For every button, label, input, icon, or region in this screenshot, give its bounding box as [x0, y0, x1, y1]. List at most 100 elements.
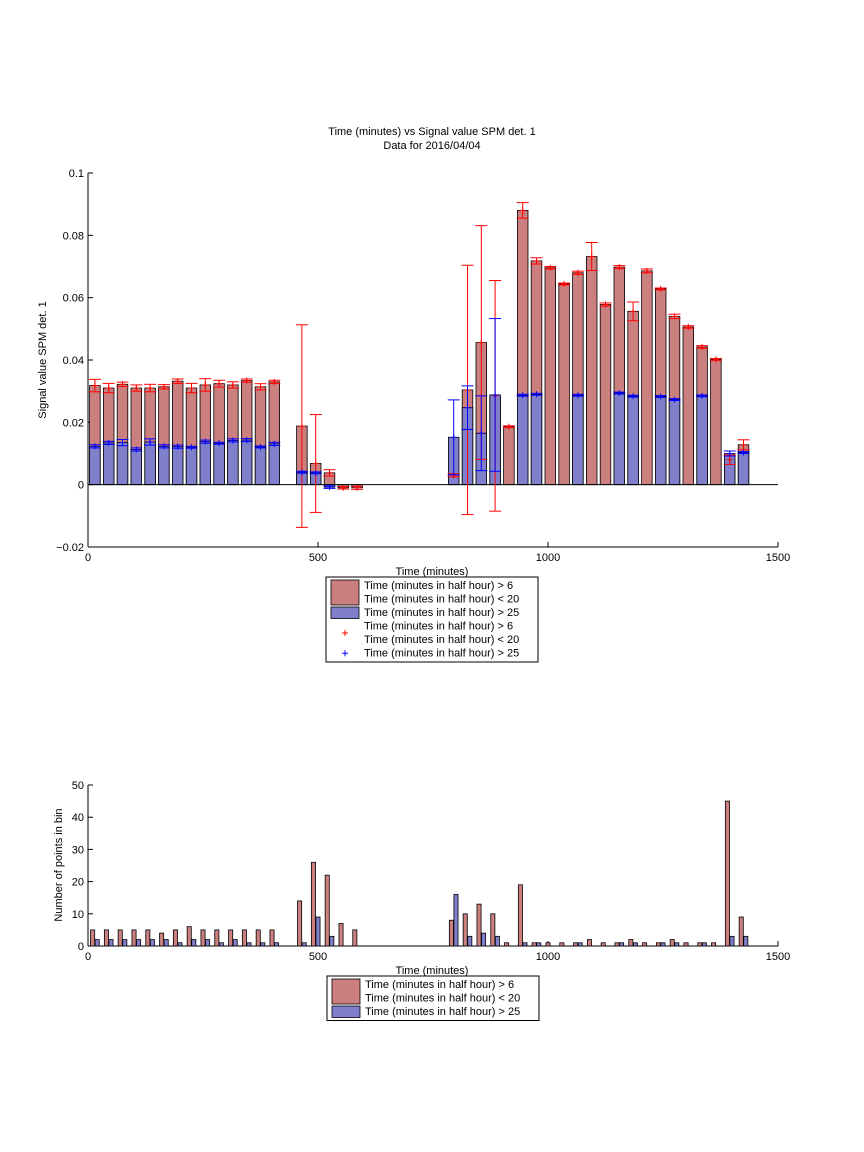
y-tick-label: 40 [72, 812, 84, 824]
bar [246, 942, 252, 947]
count-plot-xlabel: Time (minutes) [396, 965, 469, 977]
x-tick-label: 500 [309, 951, 327, 963]
bar [710, 358, 722, 486]
signal-plot-xlabel: Time (minutes) [396, 566, 469, 578]
bar [628, 939, 634, 947]
bar [241, 439, 253, 486]
chart-subtitle: Data for 2016/04/04 [383, 140, 480, 152]
bar [494, 935, 500, 947]
bar [185, 446, 198, 486]
y-tick-label: 0.06 [63, 293, 84, 305]
bar [572, 394, 584, 486]
y-tick-label: 50 [72, 780, 84, 792]
x-tick-label: 1500 [766, 951, 790, 963]
bar [301, 942, 307, 947]
bar [177, 942, 183, 947]
bar [586, 256, 598, 486]
bar [682, 326, 694, 486]
bar [172, 929, 178, 947]
bar [116, 442, 129, 486]
bar [254, 446, 267, 486]
bar [310, 861, 316, 947]
x-tick-label: 1000 [536, 552, 560, 564]
bar [159, 932, 165, 947]
bar [186, 926, 192, 947]
bar [103, 929, 109, 947]
bar [324, 874, 330, 947]
bar [701, 942, 707, 947]
count-plot-ylabel: Number of points in bin [53, 808, 65, 921]
legend-label: Time (minutes in half hour) > 6 [365, 979, 514, 991]
y-tick-label: 0.04 [63, 355, 84, 367]
legend-swatch [330, 579, 360, 606]
bar [228, 929, 234, 947]
legend-swatch [331, 1005, 361, 1018]
bar [627, 395, 639, 486]
bar [711, 942, 717, 947]
bar [462, 913, 468, 947]
bar [94, 939, 100, 947]
bar [352, 929, 358, 947]
bar [619, 942, 625, 947]
signal-plot-ylabel: Signal value SPM det. 1 [37, 301, 49, 418]
bar [655, 396, 667, 486]
bar [191, 939, 197, 947]
bar [144, 441, 156, 486]
x-tick-label: 1000 [536, 951, 560, 963]
bar [89, 445, 101, 486]
bar [729, 935, 735, 947]
legend-label: Time (minutes in half hour) < 20 [365, 993, 520, 1005]
bar [559, 942, 565, 947]
bar [131, 929, 137, 947]
bar [530, 393, 543, 486]
x-tick-label: 0 [85, 552, 91, 564]
bar [260, 942, 266, 947]
bar [213, 442, 225, 486]
bar [600, 942, 606, 947]
bar [641, 270, 653, 486]
bar [163, 939, 169, 947]
bar [268, 443, 280, 486]
bar [227, 440, 239, 486]
legend-label: Time (minutes in half hour) > 25 [364, 607, 519, 619]
bar [232, 939, 238, 947]
legend-label: Time (minutes in half hour) > 25 [365, 1006, 520, 1018]
bar [453, 894, 459, 947]
bar [274, 942, 280, 947]
x-tick-label: 1500 [766, 552, 790, 564]
legend-box [326, 975, 540, 1021]
y-tick-label: −0.02 [56, 542, 84, 554]
bar [122, 939, 128, 947]
bar [467, 935, 473, 947]
bar [200, 929, 206, 947]
bar [614, 942, 620, 947]
bar [674, 942, 680, 947]
legend-label: Time (minutes in half hour) < 20 [364, 634, 519, 646]
legend-label: Time (minutes in half hour) < 20 [364, 594, 519, 606]
bar [586, 939, 592, 947]
bar [315, 916, 321, 947]
bar [503, 426, 515, 486]
bar [130, 449, 142, 486]
bar [522, 942, 528, 947]
chart-title: Time (minutes) vs Signal value SPM det. … [328, 126, 535, 138]
bar [241, 929, 247, 947]
bar [90, 929, 96, 947]
x-tick-label: 500 [309, 552, 327, 564]
legend-box [325, 576, 539, 663]
bar [517, 884, 523, 947]
bar [577, 942, 583, 947]
bar [544, 267, 556, 486]
bar [683, 942, 689, 947]
legend-label: Time (minutes in half hour) > 25 [364, 648, 519, 660]
bar [172, 446, 184, 486]
bar [481, 932, 487, 947]
bar [632, 942, 638, 947]
y-tick-label: 30 [72, 844, 84, 856]
bar [613, 392, 625, 486]
bar [655, 942, 661, 947]
bar [737, 452, 750, 486]
legend-label: Time (minutes in half hour) > 6 [364, 621, 513, 633]
y-tick-label: 10 [72, 909, 84, 921]
